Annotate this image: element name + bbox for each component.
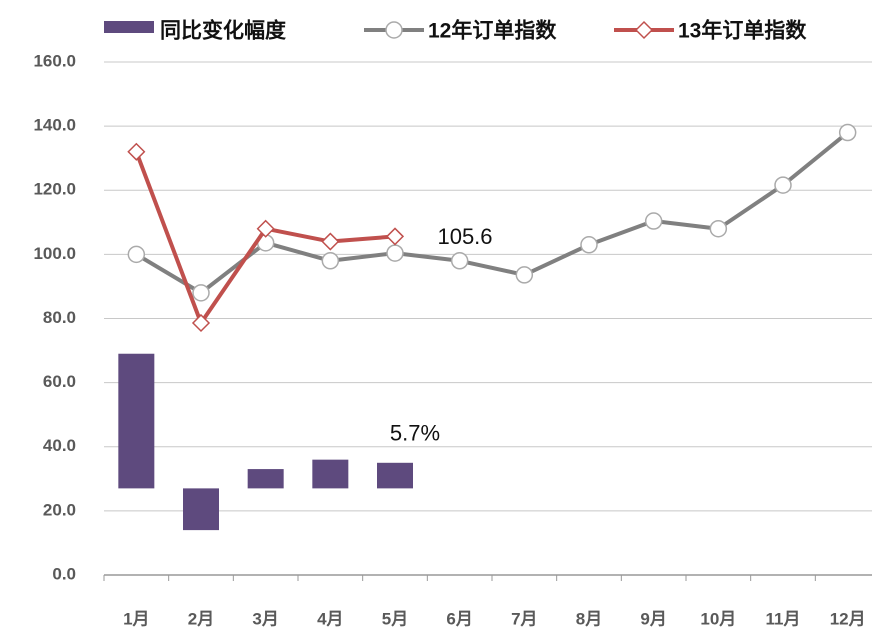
legend-marker	[385, 21, 403, 39]
x-tick-label: 11月	[766, 609, 801, 628]
y-tick-label: 80.0	[43, 308, 76, 327]
marker	[191, 313, 211, 333]
legend-label: 同比变化幅度	[160, 19, 286, 43]
data-label: 5.7%	[390, 421, 440, 446]
legend-label: 12年订单指数	[428, 19, 557, 43]
marker	[774, 176, 792, 194]
x-tick-label: 12月	[830, 609, 866, 628]
marker	[385, 227, 405, 246]
legend-swatch	[104, 21, 154, 33]
data-label: 105.6	[437, 224, 492, 249]
x-tick-label: 5月	[382, 609, 408, 628]
y-tick-label: 60.0	[43, 372, 76, 391]
x-tick-label: 6月	[446, 609, 472, 628]
marker	[321, 232, 340, 251]
bar	[247, 469, 284, 489]
x-tick-label: 7月	[511, 609, 537, 628]
y-tick-label: 100.0	[33, 244, 76, 263]
marker	[386, 244, 404, 262]
x-tick-label: 9月	[640, 609, 666, 628]
x-tick-label: 10月	[700, 609, 736, 628]
y-tick-label: 40.0	[43, 436, 76, 455]
marker	[709, 219, 728, 238]
marker	[450, 252, 469, 270]
legend-label: 13年订单指数	[678, 19, 807, 43]
x-tick-label: 2月	[188, 609, 214, 628]
y-tick-label: 20.0	[43, 500, 76, 519]
x-tick-label: 8月	[576, 609, 602, 628]
y-tick-label: 140.0	[33, 116, 76, 135]
marker	[838, 123, 857, 142]
x-tick-label: 3月	[252, 609, 278, 628]
line	[135, 130, 849, 295]
bar	[183, 488, 219, 531]
bar	[312, 459, 349, 489]
x-tick-label: 1月	[123, 609, 149, 628]
y-tick-label: 0.0	[52, 564, 76, 583]
bar	[377, 462, 413, 489]
marker	[515, 266, 534, 284]
marker	[256, 219, 275, 238]
y-tick-label: 160.0	[33, 51, 76, 70]
x-tick-label: 4月	[317, 609, 343, 628]
marker	[127, 142, 146, 161]
marker	[580, 236, 598, 254]
legend-marker	[634, 20, 654, 40]
bar	[118, 353, 155, 489]
marker	[127, 245, 146, 264]
marker	[321, 252, 340, 270]
marker	[644, 212, 663, 230]
y-tick-label: 120.0	[33, 180, 76, 199]
marker	[192, 284, 210, 302]
